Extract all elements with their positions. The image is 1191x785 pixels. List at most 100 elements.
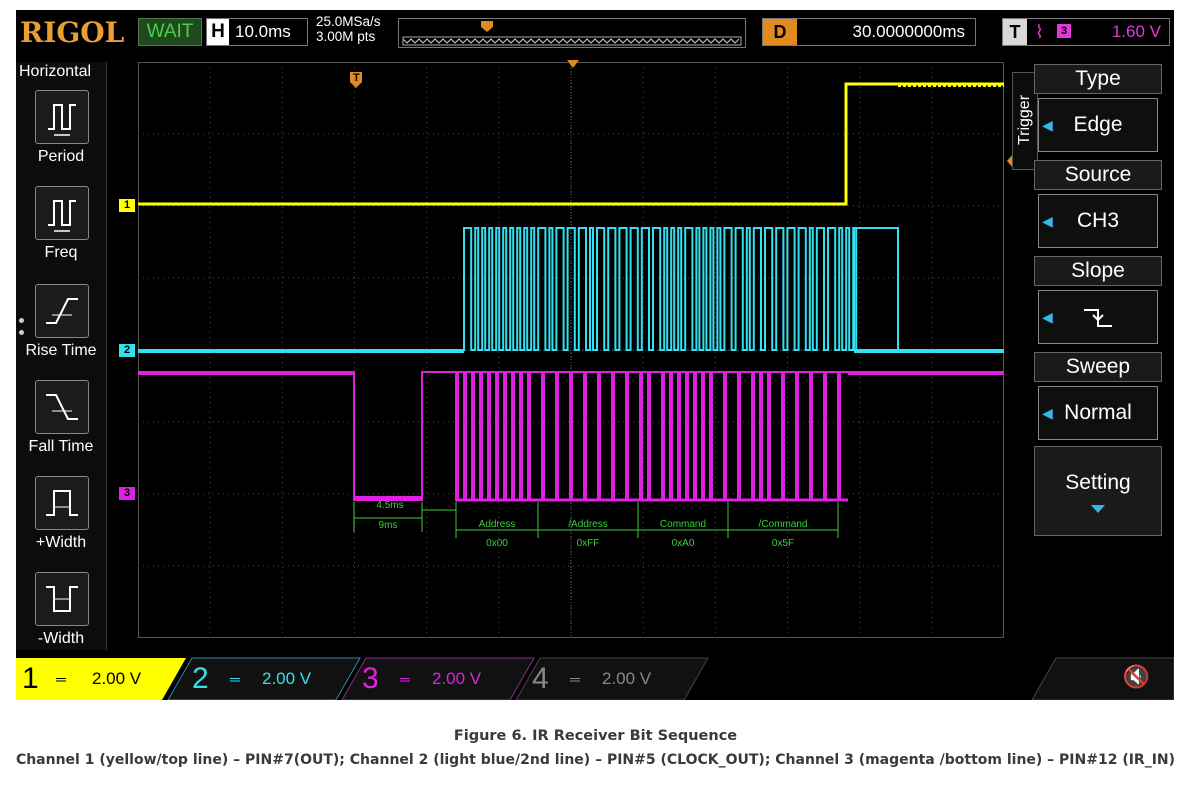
- period-label: Period: [37, 148, 85, 165]
- falling-edge-icon: [1084, 309, 1112, 328]
- channel-bar: 1 ═ 2.00 V 2 ═ 2.00 V 3 ═ 2.00 V 4 ═ 2.0…: [16, 650, 1174, 700]
- segment-label: /Address: [568, 519, 607, 530]
- ch4-scale: 2.00 V: [602, 669, 652, 688]
- sample-rate: 25.0MSa/s: [316, 14, 381, 29]
- figure-caption-description: Channel 1 (yellow/top line) – PIN#7(OUT)…: [15, 752, 1176, 768]
- ch2-scale: 2.00 V: [262, 669, 312, 688]
- type-value: Edge: [1073, 113, 1123, 136]
- left-arrow-icon: ◀: [1042, 309, 1053, 325]
- neg-width-icon: [35, 572, 89, 626]
- horizontal-timebase[interactable]: H 10.0ms: [206, 18, 308, 46]
- trigger-menu-title: Trigger: [1016, 94, 1033, 146]
- freq-icon: [35, 186, 89, 240]
- setting-label: Setting: [1065, 471, 1131, 494]
- measure-neg-width[interactable]: -Width: [16, 572, 106, 666]
- measure-fall-time[interactable]: Fall Time: [16, 380, 106, 474]
- waveform-svg: 4.5ms 9ms Address 0x00/Address 0xFF Command 0x…: [138, 62, 1004, 638]
- figure-caption-title: Figure 6. IR Receiver Bit Sequence: [453, 728, 738, 744]
- top-status-bar: RIGOL WAIT H 10.0ms 25.0MSa/s 3.00M pts …: [16, 10, 1174, 56]
- oscilloscope-screen: RIGOL WAIT H 10.0ms 25.0MSa/s 3.00M pts …: [16, 10, 1174, 700]
- dc-coupling-icon: ═: [56, 671, 66, 687]
- trigger-label: T: [1003, 19, 1027, 45]
- left-arrow-icon: ◀: [1042, 405, 1053, 421]
- trigger-status[interactable]: T ⌇ 3 1.60 V: [1002, 18, 1170, 46]
- type-heading: Type: [1034, 64, 1162, 94]
- menu-title: Horizontal: [19, 63, 92, 80]
- annotation-4_5ms: 4.5ms: [376, 500, 403, 511]
- ch1-number: 1: [22, 662, 39, 695]
- memory-depth: 3.00M pts: [316, 29, 376, 44]
- ch4-scale-tab[interactable]: 4 ═ 2.00 V: [526, 658, 676, 700]
- setting-button[interactable]: Setting: [1034, 446, 1162, 536]
- left-arrow-icon: ◀: [1042, 213, 1053, 229]
- source-value: CH3: [1076, 209, 1119, 232]
- measure-pos-width[interactable]: +Width: [16, 476, 106, 570]
- scroll-indicator-dot: [19, 318, 24, 323]
- segment-value: 0xA0: [672, 538, 695, 549]
- segment-value: 0x00: [486, 538, 508, 549]
- slope-selector[interactable]: ◀: [1038, 290, 1158, 344]
- ch4-number: 4: [532, 662, 549, 695]
- sweep-value: Normal: [1064, 401, 1132, 424]
- chevron-down-icon: [1091, 505, 1105, 513]
- period-icon: [35, 90, 89, 144]
- rise-time-icon: [35, 284, 89, 338]
- segment-label: Address: [479, 519, 516, 530]
- trigger-source-badge: 3: [1057, 24, 1071, 38]
- source-selector[interactable]: ◀ CH3: [1038, 194, 1158, 248]
- dc-coupling-icon: ═: [230, 671, 240, 687]
- fall-time-icon: [35, 380, 89, 434]
- ch2-marker[interactable]: 2: [119, 344, 135, 357]
- slope-heading: Slope: [1034, 256, 1162, 286]
- ch2-trace: [138, 227, 1004, 351]
- sweep-heading: Sweep: [1034, 352, 1162, 382]
- ch1-trace: [138, 82, 1004, 206]
- measure-period[interactable]: Period: [16, 90, 106, 184]
- timebase-value: 10.0ms: [235, 22, 291, 41]
- freq-label: Freq: [44, 244, 78, 261]
- left-arrow-icon: ◀: [1042, 117, 1053, 133]
- ch1-scale: 2.00 V: [92, 669, 142, 688]
- ch2-number: 2: [192, 662, 209, 695]
- acquisition-info: 25.0MSa/s 3.00M pts: [316, 14, 381, 44]
- segment-label: Command: [660, 519, 706, 530]
- neg-width-label: -Width: [37, 630, 85, 647]
- horizontal-measure-menu: Horizontal Period Freq Rise Time Fall: [16, 62, 107, 650]
- dc-coupling-icon: ═: [570, 671, 580, 687]
- memory-overview-window[interactable]: [398, 18, 746, 48]
- ch3-number: 3: [362, 662, 379, 695]
- type-selector[interactable]: ◀ Edge: [1038, 98, 1158, 152]
- ch2-scale-tab[interactable]: 2 ═ 2.00 V: [186, 658, 336, 700]
- pos-width-label: +Width: [35, 534, 87, 551]
- ch3-scale: 2.00 V: [432, 669, 482, 688]
- delay-value: 30.0000000ms: [852, 22, 965, 41]
- measure-rise-time[interactable]: Rise Time: [16, 284, 106, 378]
- timing-annotations: 4.5ms 9ms Address 0x00/Address 0xFF Command 0x…: [353, 500, 839, 549]
- trigger-time-marker: [350, 72, 362, 88]
- sound-muted-icon[interactable]: 🔇: [1122, 664, 1150, 689]
- horizontal-label: H: [207, 19, 229, 45]
- channel-tabs-bg: [16, 657, 1174, 700]
- ch3-marker[interactable]: 3: [119, 487, 135, 500]
- trigger-position-marker: [481, 21, 493, 32]
- scroll-indicator-dot: [19, 330, 24, 335]
- ch1-marker[interactable]: 1: [119, 199, 135, 212]
- run-status-badge: WAIT: [138, 18, 202, 46]
- ch3-trace: [138, 371, 1004, 501]
- ch1-scale-tab[interactable]: 1 ═ 2.00 V: [16, 658, 166, 700]
- trigger-time-marker-label: T: [353, 72, 360, 84]
- trigger-menu: Type ◀ Edge Source ◀ CH3 Slope ◀ Sweep ◀…: [1034, 62, 1164, 650]
- source-heading: Source: [1034, 160, 1162, 190]
- rise-time-label: Rise Time: [25, 342, 97, 359]
- dc-coupling-icon: ═: [400, 671, 410, 687]
- ch3-scale-tab[interactable]: 3 ═ 2.00 V: [356, 658, 506, 700]
- brand-logo: RIGOL: [20, 16, 125, 49]
- sweep-selector[interactable]: ◀ Normal: [1038, 386, 1158, 440]
- falling-edge-icon: ⌇: [1035, 22, 1044, 42]
- trigger-delay[interactable]: D 30.0000000ms: [762, 18, 976, 46]
- waveform-display[interactable]: 4.5ms 9ms Address 0x00/Address 0xFF Command 0x…: [138, 62, 1004, 638]
- segment-value: 0x5F: [772, 538, 794, 549]
- segment-value: 0xFF: [577, 538, 600, 549]
- measure-freq[interactable]: Freq: [16, 186, 106, 280]
- segment-label: /Command: [759, 519, 808, 530]
